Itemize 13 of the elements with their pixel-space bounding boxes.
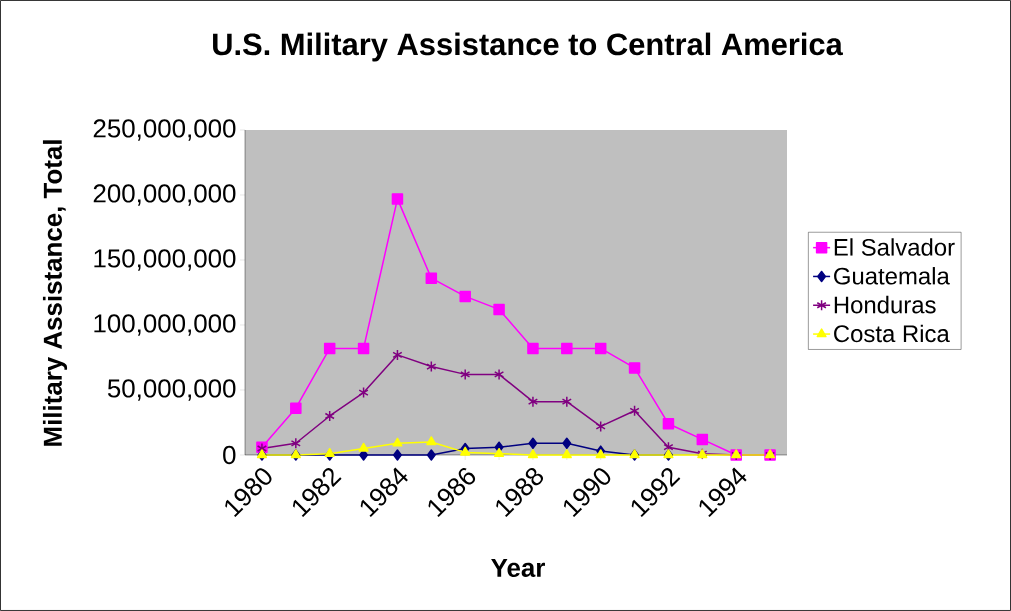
y-axis-title: Military Assistance, Total bbox=[42, 140, 68, 446]
y-tick-label: 150,000,000 bbox=[94, 249, 236, 271]
legend-label: Guatemala bbox=[834, 267, 950, 285]
legend-label: El Salvador bbox=[834, 238, 955, 256]
y-tick-label: 50,000,000 bbox=[107, 379, 236, 401]
legend-label: Costa Rica bbox=[834, 324, 950, 343]
x-axis-title: Year bbox=[491, 558, 545, 578]
y-tick-label: 100,000,000 bbox=[94, 314, 236, 336]
y-tick-label: 0 bbox=[223, 445, 236, 465]
y-tick-label: 200,000,000 bbox=[93, 184, 236, 206]
legend-label: Honduras bbox=[834, 295, 936, 314]
chart-title: U.S. Military Assistance to Central America bbox=[213, 32, 843, 62]
y-tick-label: 250,000,000 bbox=[93, 119, 236, 141]
